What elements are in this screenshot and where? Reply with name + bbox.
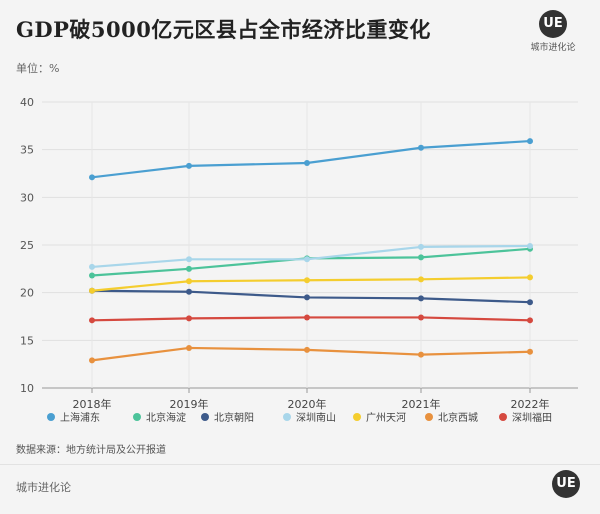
data-point — [304, 294, 310, 301]
legend-marker — [425, 413, 433, 421]
line-chart: 10 15 20 25 30 35 40 2018年 2019年 2020年 2021年 2022年上… — [20, 96, 578, 424]
data-point — [418, 144, 424, 151]
data-point — [186, 344, 192, 351]
y-tick-label: 15 — [20, 334, 34, 347]
unit-label: 单位：% — [16, 62, 60, 75]
data-point — [527, 299, 533, 306]
data-point — [418, 243, 424, 250]
data-point — [186, 315, 192, 322]
footer-logo-icon: UE — [552, 470, 580, 498]
data-point — [89, 287, 95, 294]
x-tick-label: 2020年 — [288, 397, 327, 411]
legend-label: 北京西城 — [438, 411, 478, 424]
data-point — [186, 265, 192, 272]
data-point — [304, 277, 310, 284]
legend-marker — [499, 413, 507, 421]
data-point — [527, 317, 533, 324]
data-point — [418, 351, 424, 358]
x-tick-label: 2021年 — [402, 397, 441, 411]
legend-marker — [47, 413, 55, 421]
legend-marker — [133, 413, 141, 421]
x-tick-label: 2019年 — [170, 397, 209, 411]
data-point — [418, 276, 424, 283]
data-point — [527, 138, 533, 145]
legend-label: 北京海淀 — [146, 411, 186, 424]
data-point — [527, 242, 533, 249]
data-point — [527, 274, 533, 281]
y-tick-label: 25 — [20, 239, 34, 252]
data-point — [418, 295, 424, 302]
footer-brand: 城市进化论 — [16, 481, 71, 494]
data-point — [89, 263, 95, 270]
data-point — [89, 272, 95, 279]
x-tick-label: 2018年 — [73, 397, 112, 411]
data-point — [527, 348, 533, 355]
data-point — [304, 160, 310, 167]
data-point — [304, 346, 310, 353]
data-point — [186, 288, 192, 295]
x-tick-label: 2022年 — [511, 397, 550, 411]
legend-label: 上海浦东 — [60, 411, 100, 424]
brand-logo: UE 城市进化论 — [528, 10, 578, 53]
y-tick-label: 20 — [20, 287, 34, 300]
series-line-6 — [91, 316, 531, 322]
legend-marker — [201, 413, 209, 421]
legend-label: 北京朝阳 — [214, 411, 254, 424]
series-line-4 — [91, 276, 531, 292]
data-point — [418, 254, 424, 261]
data-point — [304, 314, 310, 321]
y-tick-label: 35 — [20, 144, 34, 157]
data-point — [186, 256, 192, 263]
data-source: 数据来源：地方统计局及公开报道 — [16, 445, 166, 456]
series-line-3 — [91, 244, 531, 269]
data-point — [89, 317, 95, 324]
ue-logo-icon: UE — [539, 10, 567, 38]
data-point — [186, 278, 192, 285]
legend-label: 深圳南山 — [296, 411, 336, 424]
data-point — [89, 174, 95, 181]
series-line-5 — [91, 346, 531, 362]
legend-marker — [353, 413, 361, 421]
series-line-0 — [91, 139, 531, 179]
y-tick-label: 10 — [20, 382, 34, 395]
legend-label: 广州天河 — [366, 412, 406, 424]
legend-label: 深圳福田 — [512, 411, 552, 424]
y-tick-label: 30 — [20, 191, 34, 204]
legend-marker — [283, 413, 291, 421]
data-point — [89, 357, 95, 364]
chart-title: GDP破5000亿元区县占全市经济比重变化 — [16, 17, 431, 42]
footer-divider — [0, 464, 600, 465]
data-point — [186, 162, 192, 169]
brand-name: 城市进化论 — [530, 43, 576, 53]
data-point — [304, 256, 310, 263]
y-tick-label: 40 — [20, 96, 34, 109]
data-point — [418, 314, 424, 321]
